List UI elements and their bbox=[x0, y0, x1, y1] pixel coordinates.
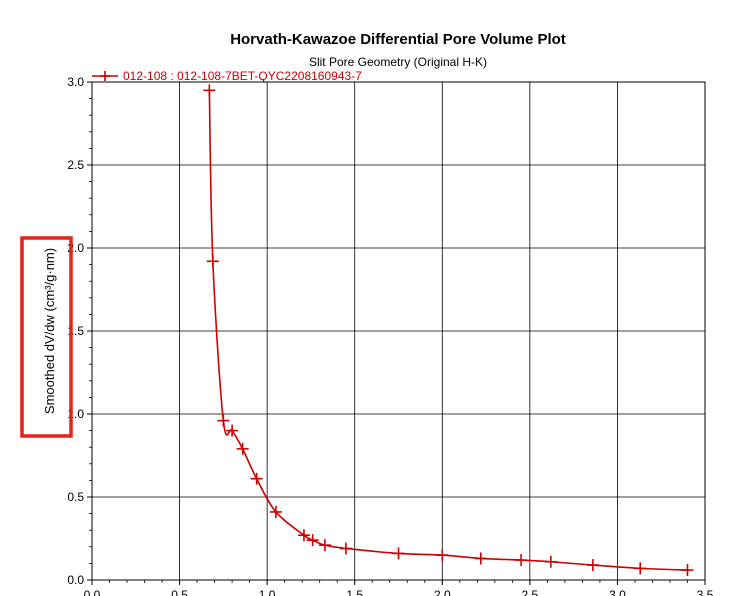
data-point bbox=[297, 529, 310, 542]
data-point bbox=[436, 549, 449, 562]
y-axis-label: Smoothed dV/dw (cm³/g·nm) bbox=[42, 248, 57, 414]
x-tick-label: 1.0 bbox=[259, 588, 276, 596]
data-point bbox=[515, 554, 528, 567]
x-tick-label: 3.0 bbox=[609, 588, 626, 596]
data-point bbox=[250, 472, 263, 485]
data-point bbox=[206, 255, 219, 268]
grid bbox=[92, 82, 705, 580]
y-tick-label: 0.5 bbox=[67, 490, 84, 504]
data-point bbox=[203, 84, 216, 97]
data-point bbox=[269, 505, 282, 518]
x-tick-label: 0.5 bbox=[171, 588, 188, 596]
legend: 012-108 : 012-108-7BET-QYC2208160943-7 bbox=[92, 69, 362, 83]
data-point bbox=[392, 547, 405, 560]
legend-label: 012-108 : 012-108-7BET-QYC2208160943-7 bbox=[123, 69, 362, 83]
x-tick-label: 0.0 bbox=[84, 588, 101, 596]
data-point bbox=[226, 424, 239, 437]
x-tick-label: 2.0 bbox=[434, 588, 451, 596]
ylabel-highlight-box bbox=[20, 236, 73, 438]
data-point bbox=[217, 414, 230, 427]
x-tick-label: 1.5 bbox=[346, 588, 363, 596]
data-point bbox=[586, 559, 599, 572]
data-point bbox=[681, 564, 694, 577]
data-point bbox=[634, 562, 647, 575]
series bbox=[203, 84, 694, 577]
y-tick-label: 3.0 bbox=[67, 75, 84, 89]
data-point bbox=[339, 542, 352, 555]
data-point bbox=[474, 552, 487, 565]
x-tick-label: 3.5 bbox=[697, 588, 714, 596]
y-tick-label: 2.5 bbox=[67, 158, 84, 172]
y-tick-label: 0.0 bbox=[67, 573, 84, 587]
axis-ticks: 0.0 0.5 1.0 1.5 2.0 2.5 3.0 3.50.00.51.01.52.02… bbox=[67, 75, 713, 596]
chart-subtitle: Slit Pore Geometry (Original H-K) bbox=[309, 55, 487, 69]
chart-title: Horvath-Kawazoe Differential Pore Volume… bbox=[230, 31, 566, 48]
series-line bbox=[208, 90, 688, 571]
data-point bbox=[236, 442, 249, 455]
data-point bbox=[318, 539, 331, 552]
x-tick-label: 2.5 bbox=[522, 588, 539, 596]
data-point bbox=[306, 534, 319, 547]
data-point bbox=[544, 555, 557, 568]
